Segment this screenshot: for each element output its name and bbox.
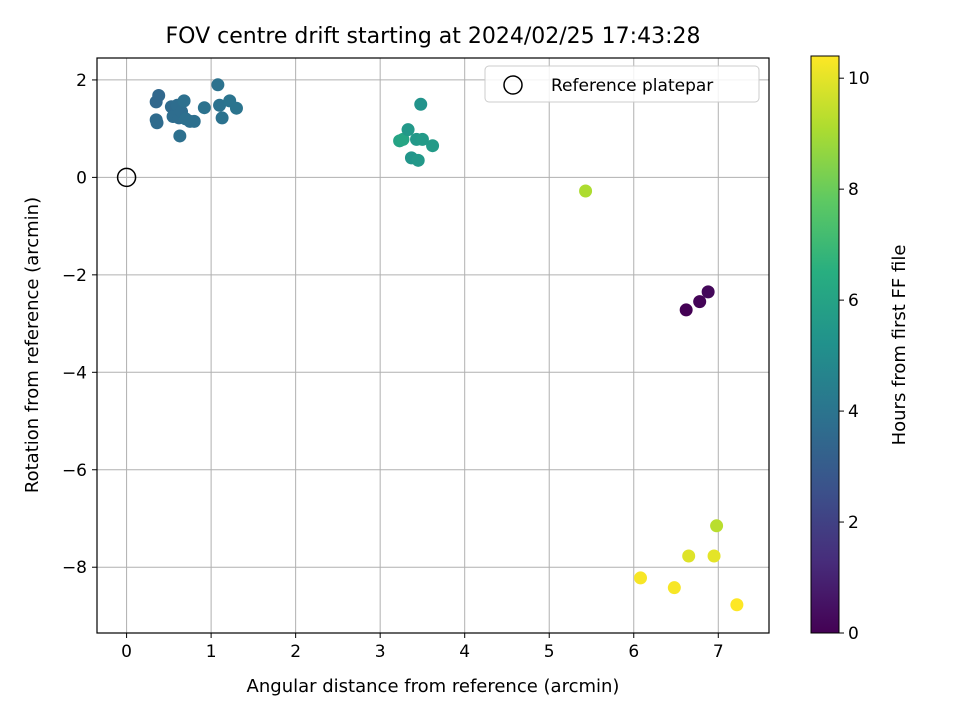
data-point — [414, 97, 428, 111]
y-tick-label: −2 — [62, 266, 87, 286]
y-tick-label: −4 — [62, 363, 87, 383]
colorbar-gradient — [810, 55, 840, 634]
y-tick-label: 2 — [76, 71, 87, 91]
legend-marker-open-circle — [503, 75, 523, 95]
x-axis-label: Angular distance from reference (arcmin) — [247, 676, 620, 697]
data-point — [213, 98, 227, 112]
plot-frame — [96, 57, 770, 634]
data-point — [426, 139, 440, 153]
data-point — [215, 111, 229, 125]
data-point — [730, 598, 744, 612]
data-point — [211, 78, 225, 92]
data-point — [415, 132, 429, 146]
colorbar-tick-label: 4 — [848, 402, 859, 422]
data-points — [149, 78, 744, 612]
y-tick-label: −8 — [62, 558, 87, 578]
colorbar-label: Hours from first FF file — [889, 245, 910, 446]
y-axis-label: Rotation from reference (arcmin) — [22, 197, 43, 493]
data-point — [152, 89, 166, 103]
x-tick-label: 2 — [290, 642, 301, 662]
colorbar-ticks: 0 2 4 6 8 10 — [839, 69, 870, 644]
data-point — [634, 571, 648, 585]
data-point — [667, 581, 681, 595]
x-tick-label: 4 — [459, 642, 470, 662]
chart-title: FOV centre drift starting at 2024/02/25 … — [166, 24, 701, 49]
x-axis-ticks: 0 1 2 3 4 5 6 7 — [121, 633, 724, 662]
data-point — [411, 153, 425, 167]
legend-box — [484, 65, 760, 103]
data-point — [173, 129, 187, 143]
data-point — [679, 303, 693, 317]
colorbar-tick-label: 2 — [848, 513, 859, 533]
x-tick-label: 1 — [206, 642, 217, 662]
colorbar: 0 2 4 6 8 10 Hours from first FF file — [810, 55, 910, 644]
data-point — [177, 94, 191, 108]
y-tick-label: 0 — [76, 168, 87, 188]
data-point — [187, 114, 201, 128]
legend: Reference platepar — [484, 65, 760, 103]
y-tick-label: −6 — [62, 461, 87, 481]
reference-platepar-marker — [116, 167, 137, 188]
x-tick-label: 5 — [544, 642, 555, 662]
x-tick-label: 3 — [375, 642, 386, 662]
data-point — [710, 519, 724, 533]
data-point — [150, 116, 164, 130]
colorbar-tick-label: 0 — [848, 624, 859, 644]
legend-entry-label: Reference platepar — [551, 76, 713, 96]
colorbar-tick-label: 10 — [848, 69, 870, 89]
grid — [97, 58, 769, 633]
reference-marker-layer — [116, 167, 137, 188]
x-tick-label: 0 — [121, 642, 132, 662]
x-tick-label: 7 — [713, 642, 724, 662]
data-point — [701, 285, 715, 299]
data-point — [682, 549, 696, 563]
data-point — [707, 549, 721, 563]
data-point — [401, 123, 415, 137]
y-axis-ticks: 2 0 −2 −4 −6 −8 — [62, 71, 97, 578]
data-point — [396, 132, 410, 146]
x-tick-label: 6 — [628, 642, 639, 662]
data-point — [579, 184, 593, 198]
colorbar-tick-label: 8 — [848, 180, 859, 200]
colorbar-tick-label: 6 — [848, 291, 859, 311]
data-point — [693, 295, 707, 309]
data-point — [229, 101, 243, 115]
data-point — [197, 101, 211, 115]
